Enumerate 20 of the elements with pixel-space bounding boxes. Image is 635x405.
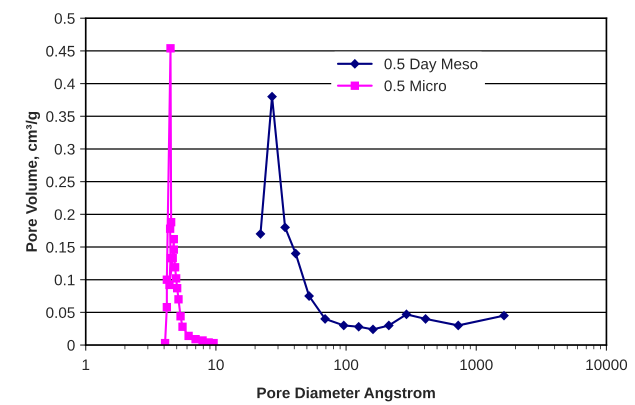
y-tick-label: 0.1 (54, 274, 75, 286)
x-tick-label: 1000 (460, 359, 493, 370)
legend-label: 0.5 Micro (384, 80, 446, 92)
y-tick-label: 0.05 (46, 307, 75, 318)
y-tick-label: 0.5 (54, 13, 75, 24)
y-tick-label: 0.15 (46, 242, 75, 253)
x-tick-label: 1 (82, 360, 90, 370)
y-tick-label: 0 (67, 340, 75, 351)
y-tick-label: 0.45 (46, 46, 75, 57)
y-tick-label: 0.2 (54, 209, 75, 220)
y-tick-label: 0.25 (46, 176, 75, 188)
x-tick-label: 10000 (586, 359, 628, 370)
y-axis-title: Pore Volume, cm³/g (26, 112, 40, 252)
y-tick-label: 0.4 (54, 78, 75, 90)
x-tick-label: 10 (208, 359, 224, 370)
y-tick-label: 0.3 (54, 144, 75, 155)
x-tick-label: 100 (334, 359, 358, 370)
y-tick-label: 0.35 (46, 111, 75, 122)
legend-label: 0.5 Day Meso (384, 58, 478, 72)
x-axis-title: Pore Diameter Angstrom (257, 387, 435, 402)
